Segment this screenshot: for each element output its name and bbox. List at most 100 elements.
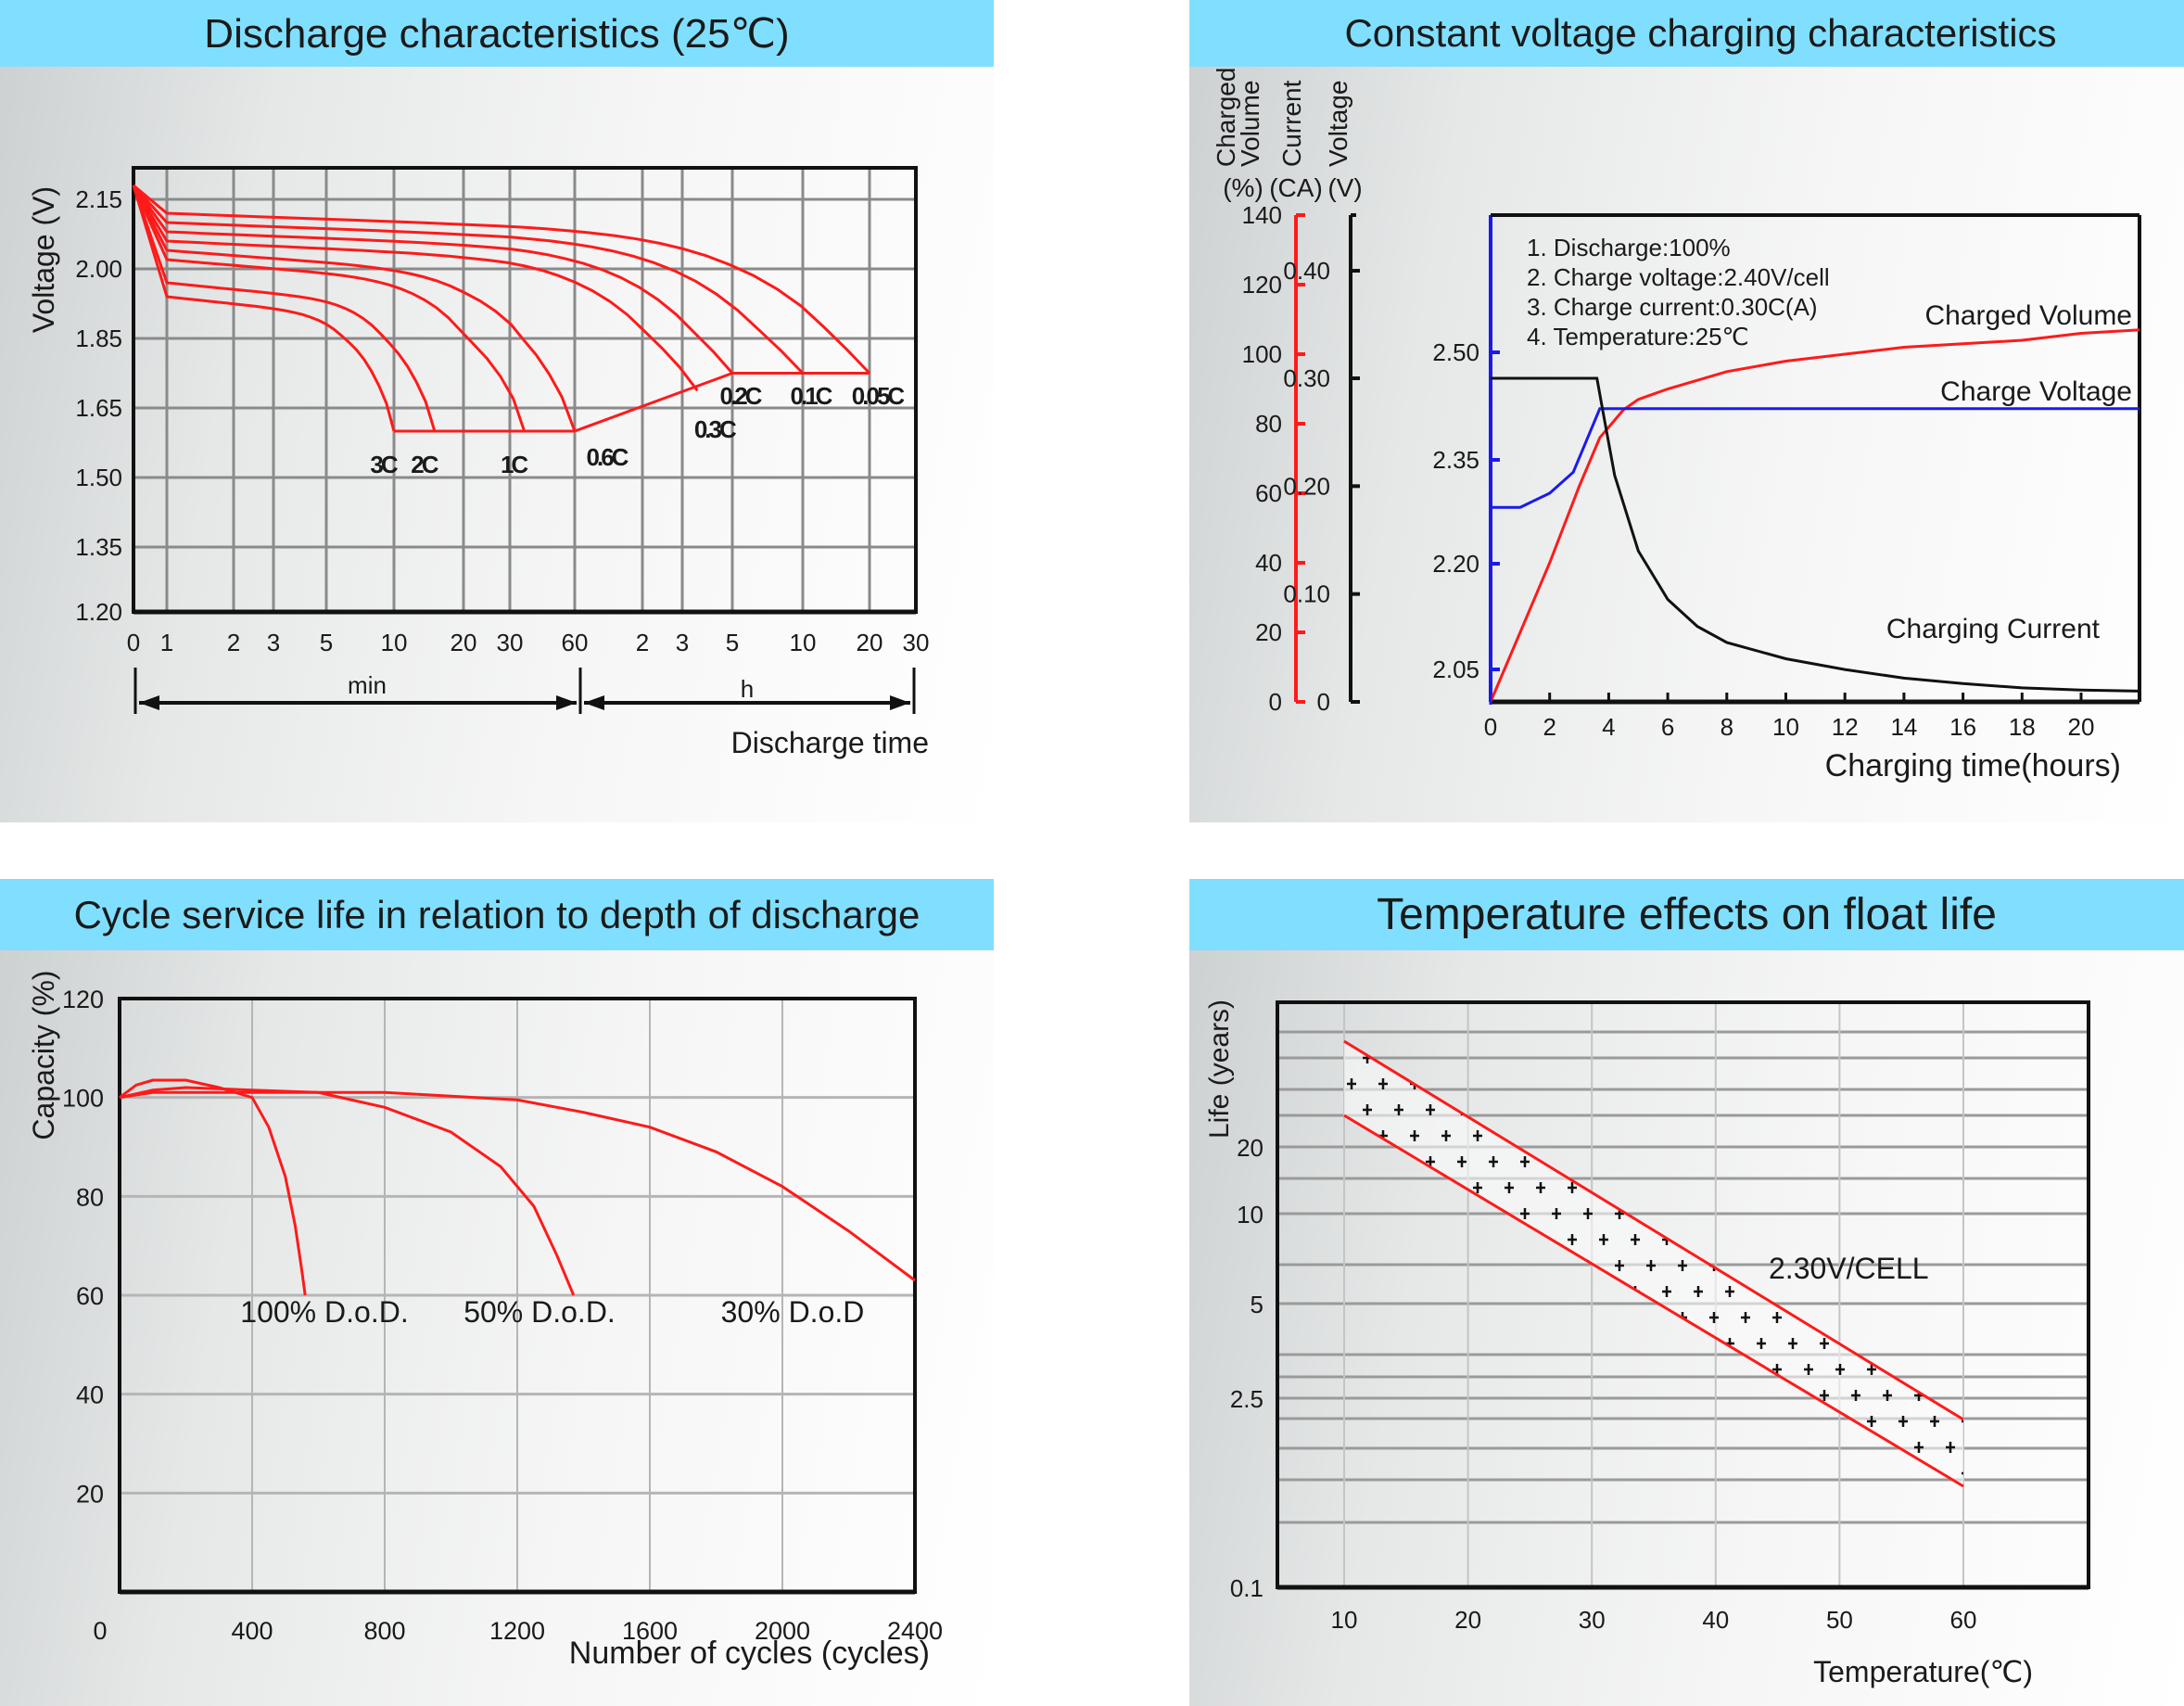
cross-mark <box>1694 1078 1703 1089</box>
cross-mark <box>1457 1468 1467 1479</box>
axis-label-volume-2: Volume <box>1236 81 1264 167</box>
x-tick-label: 4 <box>1602 713 1615 741</box>
x-tick-label: 2 <box>227 629 240 656</box>
cross-mark <box>1631 1234 1640 1245</box>
x-tick-label: 5 <box>320 629 333 656</box>
cross-mark <box>1788 1078 1797 1089</box>
y-axis-label: Life (years) <box>1204 999 1235 1139</box>
y-tick-label: 10 <box>1237 1201 1263 1229</box>
cross-mark <box>1505 1338 1514 1349</box>
condition-note: 3. Charge current:0.30C(A) <box>1527 293 1818 321</box>
y-tick-label: 1.20 <box>75 598 122 626</box>
cross-mark <box>1662 1338 1671 1349</box>
axis-unit-voltage: (V) <box>1327 173 1362 202</box>
cross-mark <box>1788 1338 1797 1349</box>
voltage-tick-label: 2.05 <box>1432 656 1479 683</box>
cross-mark <box>1883 1078 1892 1089</box>
curve-label: 0.2C <box>720 382 763 410</box>
cross-mark <box>1946 1494 1955 1505</box>
condition-note: 2. Charge voltage:2.40V/cell <box>1527 263 1830 291</box>
cross-mark <box>1489 1364 1498 1375</box>
cross-mark <box>1694 1182 1703 1193</box>
x-axis-label: Charging time(hours) <box>1825 748 2121 783</box>
cross-mark <box>1725 1234 1734 1245</box>
x-tick-label: 1200 <box>489 1617 545 1645</box>
cross-mark <box>1552 1312 1561 1323</box>
cross-mark <box>1473 1338 1482 1349</box>
cross-mark <box>1536 1182 1545 1193</box>
cross-mark <box>1741 1104 1750 1115</box>
cross-mark <box>1599 1182 1608 1193</box>
cross-mark <box>1867 1416 1876 1427</box>
cross-mark <box>1394 1364 1403 1375</box>
cross-mark <box>1473 1286 1482 1297</box>
cross-mark <box>1946 1078 1955 1089</box>
y-tick-label: 80 <box>76 1183 104 1211</box>
series-label: 50% D.o.D. <box>463 1295 616 1329</box>
cross-mark <box>1772 1312 1782 1323</box>
cross-mark <box>1631 1338 1640 1349</box>
cross-mark <box>1757 1494 1766 1505</box>
cross-mark <box>1441 1182 1451 1193</box>
cross-mark <box>1536 1078 1545 1089</box>
cross-mark <box>1410 1182 1419 1193</box>
series-label: Charging Current <box>1886 614 2101 644</box>
cycle-life-curve <box>119 1086 576 1296</box>
cross-mark <box>1914 1286 1924 1297</box>
x-tick-label: 1 <box>160 629 173 656</box>
panel-header: Temperature effects on float life <box>1189 879 2184 950</box>
current-tick-label: 0 <box>1317 688 1330 716</box>
cross-mark <box>1757 1182 1766 1193</box>
current-tick-label: 0.40 <box>1283 257 1330 285</box>
discharge-curve <box>132 185 437 432</box>
cross-mark <box>1725 1078 1734 1089</box>
discharge-curve <box>132 185 734 375</box>
curve-label: 3C <box>370 451 398 478</box>
x-tick-label: 40 <box>1702 1606 1729 1634</box>
cross-mark <box>1725 1130 1734 1141</box>
cross-mark <box>1867 1364 1876 1375</box>
cross-mark <box>1394 1156 1403 1167</box>
cross-mark <box>1914 1494 1924 1505</box>
cross-mark <box>1378 1182 1388 1193</box>
x-tick-label: 60 <box>1950 1606 1977 1634</box>
chart-title: Discharge characteristics (25℃) <box>204 10 790 57</box>
cross-mark <box>1930 1364 1939 1375</box>
discharge-panel: Discharge characteristics (25℃) 2.15 2.00… <box>0 0 994 822</box>
x-tick-label: 1600 <box>622 1617 678 1645</box>
cross-mark <box>1520 1364 1530 1375</box>
cross-mark <box>1914 1442 1924 1453</box>
cross-mark <box>1678 1156 1687 1167</box>
y-axis-label: Voltage (V) <box>27 186 60 333</box>
cross-mark <box>1347 1078 1356 1089</box>
cross-mark <box>1725 1494 1734 1505</box>
series-line-current <box>1491 376 2140 693</box>
cross-mark <box>1820 1130 1829 1141</box>
x-tick-label: 6 <box>1661 713 1674 741</box>
cross-mark <box>1646 1312 1656 1323</box>
x-tick-label: 20 <box>2068 713 2095 741</box>
x-tick-label: 10 <box>381 629 408 656</box>
y-tick-label: 20 <box>76 1480 104 1508</box>
y-tick-label: 60 <box>76 1282 104 1310</box>
voltage-tick-label: 2.35 <box>1432 446 1479 474</box>
cross-mark <box>1694 1286 1703 1297</box>
cross-mark <box>1898 1364 1908 1375</box>
cross-mark <box>1820 1234 1829 1245</box>
charging-panel: Constant voltage charging characteristic… <box>1189 0 2184 822</box>
cross-mark <box>1788 1130 1797 1141</box>
cross-mark <box>1788 1286 1797 1297</box>
cross-mark <box>1394 1104 1403 1115</box>
cross-mark <box>1820 1286 1829 1297</box>
cross-mark <box>1505 1286 1514 1297</box>
cross-mark <box>1410 1338 1419 1349</box>
cross-mark <box>1946 1182 1955 1193</box>
condition-note: 1. Discharge:100% <box>1527 234 1731 261</box>
condition-note: 4. Temperature:25℃ <box>1527 323 1749 350</box>
cross-mark <box>1347 1338 1356 1349</box>
series-line-volume <box>1489 328 2140 703</box>
end-voltage-line <box>574 372 733 433</box>
cross-mark <box>1347 1234 1356 1245</box>
cross-mark <box>1741 1312 1750 1323</box>
curve-label: 0.1C <box>791 382 833 410</box>
